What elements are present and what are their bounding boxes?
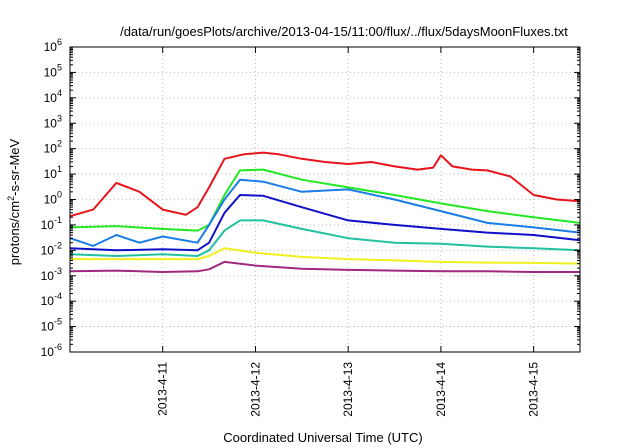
y-tick-label: 10-3 xyxy=(41,266,62,283)
series-line-3 xyxy=(69,178,581,247)
y-tick-label: 106 xyxy=(44,37,62,54)
y-tick-label: 10-5 xyxy=(41,317,62,334)
y-tick-label: 10-4 xyxy=(41,291,62,308)
y-tick-label: 10-2 xyxy=(41,240,62,257)
series-line-7 xyxy=(69,260,580,273)
y-axis-label-rest: -s-sr-MeV xyxy=(7,138,22,195)
y-tick-label: 101 xyxy=(44,164,62,181)
y-tick-label: 102 xyxy=(44,139,62,156)
x-tick-label: 2013-4-12 xyxy=(248,362,262,417)
x-tick-label: 2013-4-13 xyxy=(341,362,355,417)
y-tick-label: 104 xyxy=(44,88,62,105)
y-axis: 10-6 10-5 10-4 10-3 10-2 10-1 100 101 102 103 104 1… xyxy=(41,37,580,359)
x-tick-label: 2013-4-15 xyxy=(527,362,541,417)
series-line-5 xyxy=(69,219,581,257)
y-tick-label: 105 xyxy=(44,62,62,79)
y-axis-label: protons/cm2-s-sr-MeV xyxy=(6,138,22,265)
x-axis: 2013-4-11 2013-4-12 2013-4-13 2013-4-14 2013… xyxy=(156,47,541,417)
y-axis-label-base: protons/cm xyxy=(7,201,22,265)
y-tick-label: 100 xyxy=(44,190,62,207)
y-tick-label: 103 xyxy=(44,113,62,130)
y-axis-label-sup: 2 xyxy=(6,196,16,201)
x-tick-label: 2013-4-14 xyxy=(434,362,448,417)
y-tick-label: 10-1 xyxy=(41,215,62,232)
y-tick-label: 10-6 xyxy=(41,342,62,359)
x-tick-label: 2013-4-11 xyxy=(156,362,170,416)
series-line-4 xyxy=(69,194,581,252)
x-axis-label: Coordinated Universal Time (UTC) xyxy=(223,430,422,445)
series-line-1 xyxy=(69,151,581,218)
series-line-2 xyxy=(69,168,581,232)
chart-title: /data/run/goesPlots/archive/2013-04-15/1… xyxy=(120,24,568,39)
grid xyxy=(70,47,580,352)
series-line-6 xyxy=(70,247,581,265)
series-layer xyxy=(69,151,581,273)
